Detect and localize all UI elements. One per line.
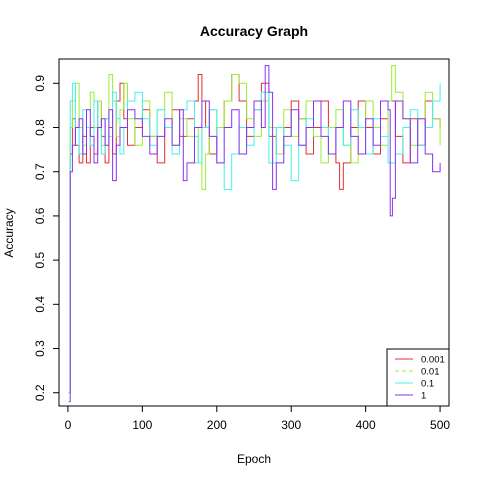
y-tick-label: 0.3 <box>33 340 47 357</box>
y-tick-label: 0.5 <box>33 251 47 268</box>
y-axis: 0.2 0.3 0.4 0.5 0.6 0.7 0.8 0.9 <box>33 75 59 401</box>
x-tick-label: 100 <box>132 418 152 432</box>
x-tick-label: 0 <box>65 418 72 432</box>
series-layer <box>68 65 441 403</box>
y-tick-label: 0.4 <box>33 296 47 313</box>
x-tick-label: 300 <box>281 418 301 432</box>
y-tick-label: 0.7 <box>33 163 47 180</box>
y-axis-label: Accuracy <box>2 208 16 257</box>
y-tick-label: 0.9 <box>33 75 47 92</box>
legend-label-2: 0.1 <box>421 379 434 390</box>
chart-title: Accuracy Graph <box>200 23 308 39</box>
legend-label-0: 0.001 <box>421 355 445 366</box>
x-tick-label: 400 <box>356 418 376 432</box>
y-tick-label: 0.8 <box>33 119 47 136</box>
series-line-3 <box>68 65 441 403</box>
series-line-2 <box>68 82 441 394</box>
x-axis-label: Epoch <box>237 452 271 466</box>
y-tick-label: 0.2 <box>33 384 47 401</box>
x-axis: 0 100 200 300 400 500 <box>65 406 450 432</box>
legend-label-3: 1 <box>421 391 426 402</box>
x-tick-label: 500 <box>430 418 450 432</box>
plot-frame <box>58 58 450 407</box>
x-tick-label: 200 <box>207 418 227 432</box>
y-tick-label: 0.6 <box>33 207 47 224</box>
legend-label-1: 0.01 <box>421 367 440 378</box>
